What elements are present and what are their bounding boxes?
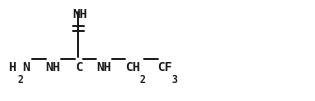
Text: H: H [8, 61, 15, 74]
Text: NH: NH [46, 61, 61, 74]
Text: 2: 2 [139, 75, 145, 85]
Text: 2: 2 [18, 75, 24, 85]
Text: N: N [23, 61, 30, 74]
Text: NH: NH [96, 61, 111, 74]
Text: NH: NH [72, 8, 88, 21]
Text: CH: CH [125, 61, 140, 74]
Text: C: C [75, 61, 82, 74]
Text: CF: CF [158, 61, 173, 74]
Text: 3: 3 [172, 75, 178, 85]
